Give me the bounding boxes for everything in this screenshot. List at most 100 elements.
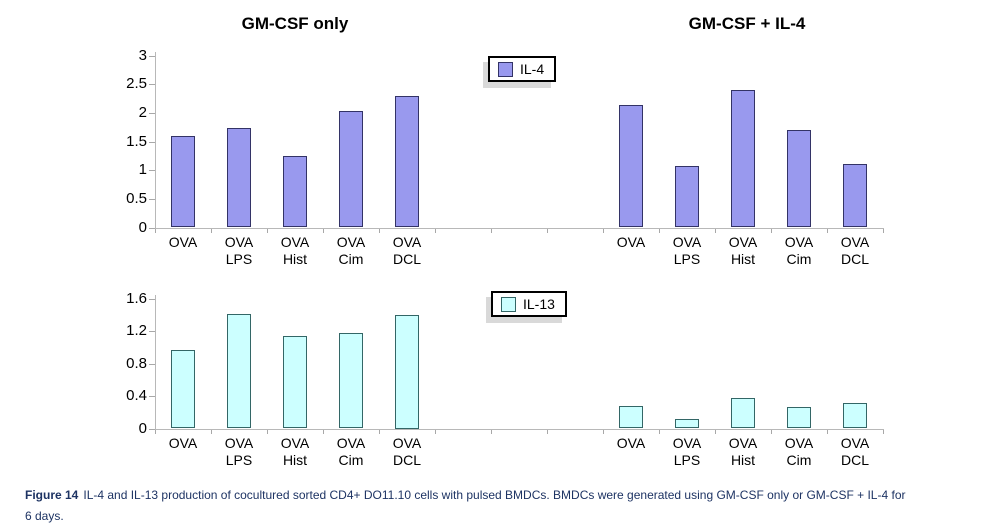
x-tick-il4 [323, 228, 324, 233]
legend-il13: IL-13 [491, 291, 567, 317]
x-tick-il13 [659, 429, 660, 434]
bar-il4-il4grp-ova [619, 105, 643, 228]
y-tick-label-il4: 2.5 [126, 75, 147, 93]
il13-series-swatch-icon [501, 296, 516, 312]
x-tick-il13 [323, 429, 324, 434]
x-tick-il4 [771, 228, 772, 233]
y-tick-il13 [149, 396, 155, 398]
bar-il4-gmcsfgrp-ova [171, 135, 195, 228]
bar-il13-il4grp-ova [619, 405, 643, 429]
category-label-il13-ova-cim: OVA Cim [336, 435, 366, 468]
y-tick-il13 [149, 428, 155, 430]
x-tick-il13 [379, 429, 380, 434]
legend-il4: IL-4 [488, 56, 557, 82]
x-tick-il13 [771, 429, 772, 434]
y-tick-il4 [149, 170, 155, 172]
bar-il13-gmcsfgrp-ova-lps [227, 313, 251, 429]
category-label-il4-ova-hist: OVA Hist [280, 234, 310, 267]
x-tick-il4 [715, 228, 716, 233]
y-tick-label-il13: 1.2 [126, 322, 147, 340]
figure-caption-text: IL-4 and IL-13 production of cocultured … [83, 488, 906, 502]
category-label-il4-ova-lps: OVA LPS [224, 234, 254, 267]
x-axis-line-il13 [151, 428, 884, 430]
category-label-il4-ova-lps: OVA LPS [672, 234, 702, 267]
y-tick-il13 [149, 299, 155, 300]
y-tick-label-il4: 0.5 [126, 189, 147, 207]
y-tick-il13 [149, 363, 155, 365]
y-tick-il4 [149, 198, 155, 200]
y-tick-label-il4: 1 [138, 161, 147, 179]
y-tick-label-il4: 2 [138, 103, 147, 121]
bar-il4-il4grp-ova-cim [787, 130, 811, 228]
x-tick-il4 [659, 228, 660, 233]
category-label-il13-ova-lps: OVA LPS [224, 435, 254, 468]
x-tick-il13 [715, 429, 716, 434]
x-tick-il13 [155, 429, 156, 434]
bar-il13-il4grp-ova-lps [675, 418, 699, 429]
y-tick-label-il13: 1.6 [126, 290, 147, 307]
y-tick-label-il4: 1.5 [126, 132, 147, 150]
figure-caption: Figure 14 IL-4 and IL-13 production of co… [25, 485, 990, 524]
bar-il13-il4grp-ova-hist [731, 397, 755, 429]
category-label-il4-ova-dcl: OVA DCL [392, 234, 422, 267]
y-tick-label-il13: 0.4 [126, 387, 147, 405]
x-tick-il4 [547, 228, 548, 233]
figure-caption-number: Figure 14 [25, 488, 79, 502]
bar-il4-gmcsfgrp-ova-dcl [395, 95, 419, 228]
y-tick-il4 [149, 55, 155, 57]
x-tick-il13 [267, 429, 268, 434]
bar-il4-il4grp-ova-hist [731, 89, 755, 228]
x-tick-il4 [491, 228, 492, 233]
x-tick-il13 [603, 429, 604, 434]
y-tick-il4 [149, 84, 155, 86]
group-title-gmcsf-plus-il4: GM-CSF + IL-4 [688, 14, 806, 33]
x-tick-il13 [827, 429, 828, 434]
category-label-il13-ova: OVA [168, 435, 198, 451]
bar-il13-gmcsfgrp-ova [171, 349, 195, 429]
bar-il4-il4grp-ova-dcl [843, 164, 867, 228]
category-label-il13-ova-lps: OVA LPS [672, 435, 702, 468]
bar-il4-gmcsfgrp-ova-cim [339, 111, 363, 228]
x-tick-il4 [211, 228, 212, 233]
category-label-il4-ova-dcl: OVA DCL [840, 234, 870, 267]
x-tick-il4 [267, 228, 268, 233]
y-tick-label-il13: 0 [138, 419, 147, 437]
x-tick-il4 [379, 228, 380, 233]
y-tick-il4 [149, 112, 155, 114]
x-axis-line-il4 [151, 227, 884, 229]
category-label-il13-ova-cim: OVA Cim [784, 435, 814, 468]
bar-il13-gmcsfgrp-ova-hist [283, 336, 307, 429]
category-label-il13-ova-hist: OVA Hist [280, 435, 310, 468]
group-title-gmcsf-only: GM-CSF only [241, 14, 349, 33]
figure-caption-line1: Figure 14 IL-4 and IL-13 production of co… [25, 485, 990, 506]
x-tick-il13 [435, 429, 436, 434]
category-label-il4-ova: OVA [168, 234, 198, 250]
category-label-il13-ova-hist: OVA Hist [728, 435, 758, 468]
bar-il13-gmcsfgrp-ova-dcl [395, 315, 419, 429]
y-tick-label-il4: 3 [138, 46, 147, 64]
x-tick-il4 [603, 228, 604, 233]
y-axis-line-il4 [155, 51, 156, 229]
category-label-il4-ova-cim: OVA Cim [336, 234, 366, 267]
bar-il4-il4grp-ova-lps [675, 165, 699, 228]
il4-series-swatch-icon [498, 61, 513, 77]
bar-il13-il4grp-ova-cim [787, 406, 811, 429]
y-axis-line-il13 [155, 295, 156, 430]
bar-il13-il4grp-ova-dcl [843, 402, 867, 429]
bar-il4-gmcsfgrp-ova-hist [283, 155, 307, 228]
y-tick-il4 [149, 227, 155, 229]
bar-il13-gmcsfgrp-ova-cim [339, 332, 363, 429]
x-tick-il13 [491, 429, 492, 434]
bar-il4-gmcsfgrp-ova-lps [227, 128, 251, 228]
x-tick-il13 [547, 429, 548, 434]
category-label-il13-ova-dcl: OVA DCL [392, 435, 422, 468]
figure-caption-line2: 6 days. [25, 509, 64, 523]
x-tick-il4 [827, 228, 828, 233]
y-tick-label-il4: 0 [138, 218, 147, 236]
x-tick-il13 [883, 429, 884, 434]
x-tick-il4 [155, 228, 156, 233]
category-label-il4-ova-hist: OVA Hist [728, 234, 758, 267]
category-label-il4-ova-cim: OVA Cim [784, 234, 814, 267]
category-label-il13-ova: OVA [616, 435, 646, 451]
